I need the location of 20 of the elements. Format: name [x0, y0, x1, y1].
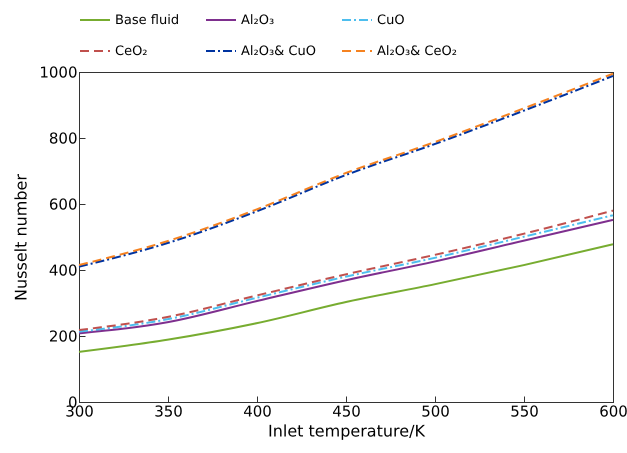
- y-tick-label: 800: [48, 130, 78, 148]
- x-tick-label: 500: [421, 402, 450, 420]
- x-tick-label: 350: [154, 402, 183, 420]
- x-tick-label: 600: [599, 402, 627, 420]
- legend-label: Base fluid: [115, 13, 180, 28]
- x-tick-label: 400: [243, 402, 272, 420]
- y-tick-label: 200: [48, 328, 78, 346]
- y-tick-label: 600: [48, 196, 78, 214]
- x-tick-label: 550: [510, 402, 539, 420]
- line-series: [78, 243, 614, 353]
- legend-label: CeO₂: [115, 44, 148, 59]
- legend-label: CuO: [377, 13, 405, 28]
- y-tick-label: 400: [48, 262, 78, 280]
- y-axis-title: Nusselt number: [11, 174, 30, 301]
- legend-label: Al₂O₃& CuO: [241, 44, 316, 59]
- legend-label: Al₂O₃: [241, 13, 274, 28]
- y-tick-label: 1000: [39, 64, 78, 82]
- x-tick-label: 450: [332, 402, 361, 420]
- x-axis-title: Inlet temperature/K: [268, 422, 426, 440]
- legend-label: Al₂O₃& CeO₂: [377, 44, 457, 59]
